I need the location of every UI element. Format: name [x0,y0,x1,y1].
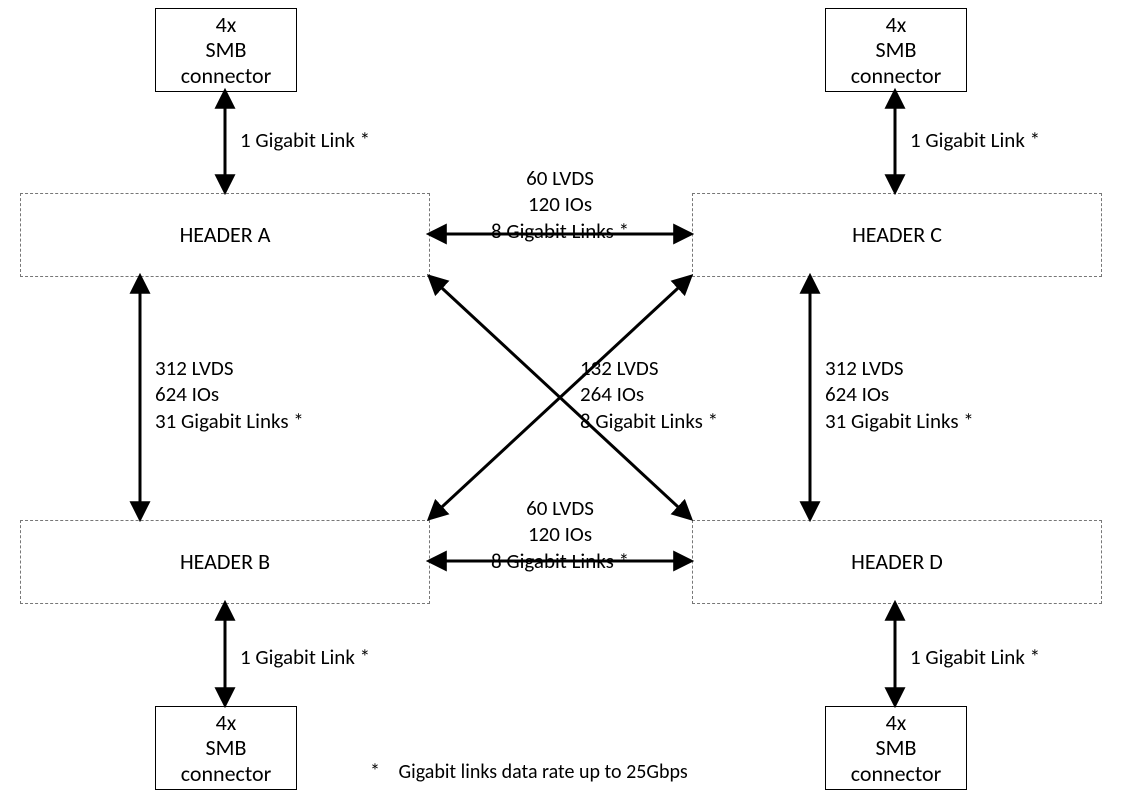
diag-line1: 132 LVDS [580,355,718,381]
header-c: HEADER C [692,193,1102,277]
edge-label-smb-tr: 1 Gigabit Link * [910,128,1040,153]
smb-line1: 4x [216,710,237,735]
edge-label-cd: 312 LVDS 624 IOs 31 Gigabit Links * [825,355,974,434]
smb-line1: 4x [216,12,237,37]
smb-line2: SMB [876,37,917,62]
smb-line2: SMB [876,735,917,760]
smb-line3: connector [851,63,942,88]
footnote-text: Gigabit links data rate up to 25Gbps [399,760,688,784]
ac-line3: 8 Gigabit Links * [480,218,640,244]
smb-connector-bottom-left: 4x SMB connector [155,706,297,790]
cd-line1: 312 LVDS [825,355,974,381]
smb-connector-top-right: 4x SMB connector [825,8,967,92]
edge-label-smb-br: 1 Gigabit Link * [910,645,1040,670]
smb-line3: connector [181,761,272,786]
smb-line3: connector [851,761,942,786]
ab-line2: 624 IOs [155,381,304,407]
diag-line3: 8 Gigabit Links * [580,408,718,434]
ab-line1: 312 LVDS [155,355,304,381]
bd-line3: 8 Gigabit Links * [480,548,640,574]
smb-line1: 4x [886,710,907,735]
ab-line3: 31 Gigabit Links * [155,408,304,434]
smb-line2: SMB [206,37,247,62]
edge-label-smb-tl: 1 Gigabit Link * [240,128,370,153]
edge-label-smb-bl: 1 Gigabit Link * [240,645,370,670]
header-d: HEADER D [692,520,1102,604]
diag-line2: 264 IOs [580,381,718,407]
ac-line1: 60 LVDS [480,165,640,191]
header-a: HEADER A [20,193,430,277]
edge-label-ab: 312 LVDS 624 IOs 31 Gigabit Links * [155,355,304,434]
smb-line3: connector [181,63,272,88]
header-c-label: HEADER C [852,222,942,247]
smb-line1: 4x [886,12,907,37]
smb-connector-top-left: 4x SMB connector [155,8,297,92]
footnote-marker: * [370,760,380,784]
header-d-label: HEADER D [851,549,943,574]
smb-line2: SMB [206,735,247,760]
edge-label-diagonal: 132 LVDS 264 IOs 8 Gigabit Links * [580,355,718,434]
bd-line1: 60 LVDS [480,495,640,521]
bd-line2: 120 IOs [480,521,640,547]
smb-connector-bottom-right: 4x SMB connector [825,706,967,790]
edge-label-bd: 60 LVDS 120 IOs 8 Gigabit Links * [480,495,640,574]
edge-label-ac: 60 LVDS 120 IOs 8 Gigabit Links * [480,165,640,244]
footnote: * Gigabit links data rate up to 25Gbps [370,760,688,784]
ac-line2: 120 IOs [480,191,640,217]
header-b: HEADER B [20,520,430,604]
header-b-label: HEADER B [180,549,270,574]
header-a-label: HEADER A [180,222,271,247]
cd-line3: 31 Gigabit Links * [825,408,974,434]
cd-line2: 624 IOs [825,381,974,407]
